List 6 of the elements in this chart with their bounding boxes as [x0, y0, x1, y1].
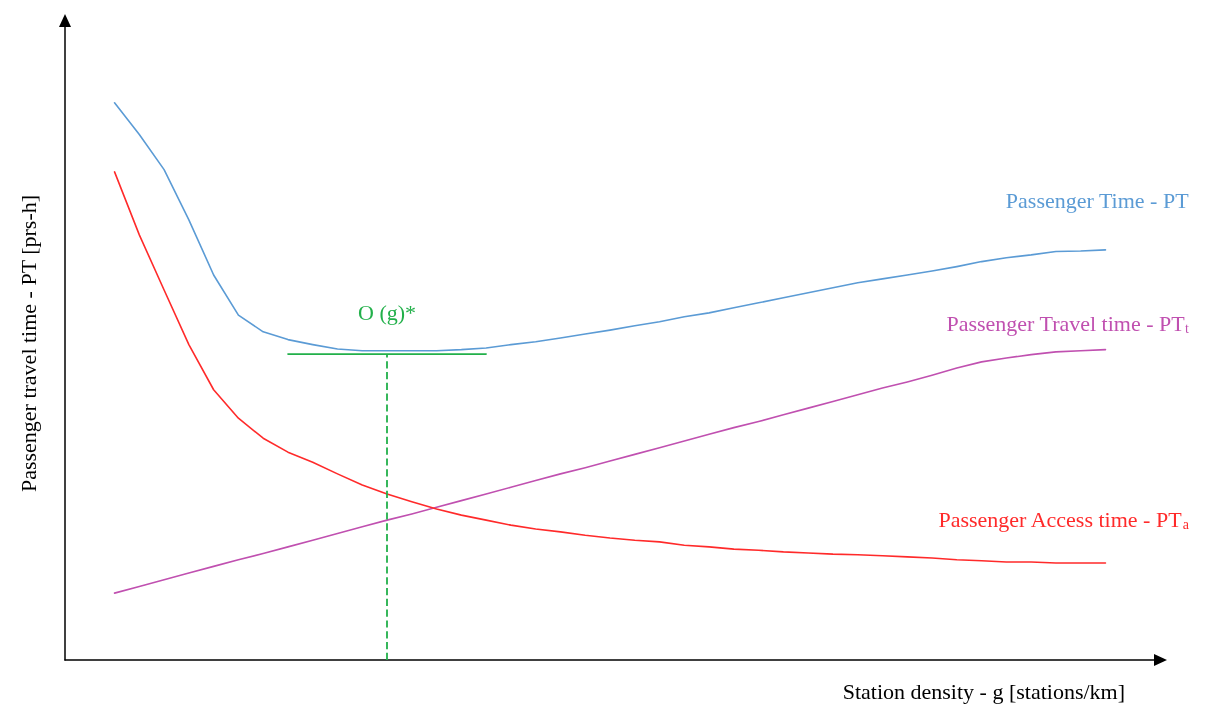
x-axis-title: Station density - g [stations/km] — [842, 678, 1126, 704]
series-label: Passenger Travel time - PTt — [946, 311, 1190, 337]
series-label: Passenger Access time - PTa — [938, 506, 1190, 532]
annotation: O (g)* — [358, 299, 417, 325]
y-axis-title: Passenger travel time - PT [prs-h] — [15, 194, 41, 493]
text: Passenger Time - PT — [1005, 188, 1190, 214]
